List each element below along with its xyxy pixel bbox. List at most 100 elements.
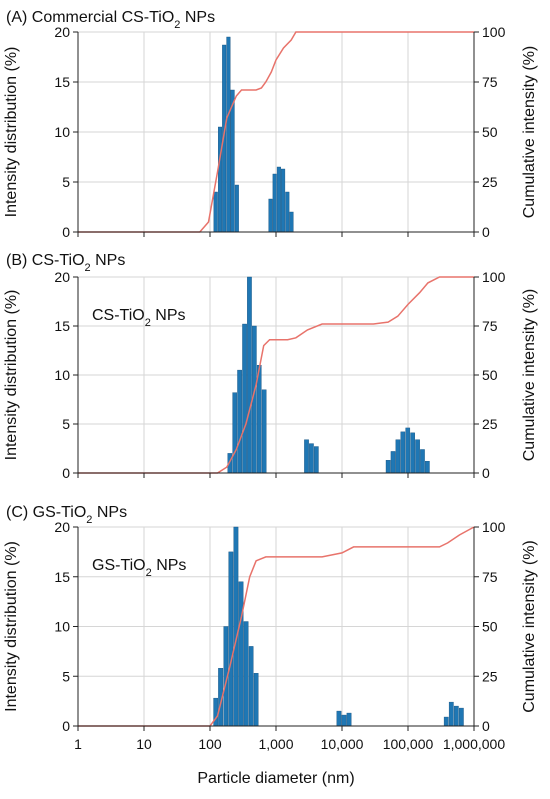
bar bbox=[400, 431, 406, 474]
y2-tick-label: 75 bbox=[482, 74, 498, 90]
bar bbox=[238, 581, 244, 727]
bar bbox=[314, 446, 319, 474]
bar bbox=[385, 460, 391, 474]
y2-tick-label: 50 bbox=[482, 619, 498, 635]
bar bbox=[346, 712, 352, 727]
y-axis-title: Intensity distribution (%) bbox=[3, 47, 20, 218]
x-tick-label: 10 bbox=[136, 736, 152, 752]
y2-tick-label: 100 bbox=[482, 269, 506, 285]
y-tick-label: 0 bbox=[62, 465, 70, 481]
y2-tick-label: 50 bbox=[482, 124, 498, 140]
intensity-bars bbox=[213, 36, 294, 233]
y2-tick-label: 100 bbox=[482, 519, 506, 535]
cumulative-line bbox=[78, 276, 474, 474]
y-tick-label: 10 bbox=[54, 124, 70, 140]
y2-tick-label: 25 bbox=[482, 174, 498, 190]
bar bbox=[458, 707, 464, 727]
bar bbox=[233, 526, 239, 727]
bar bbox=[289, 211, 294, 233]
y-tick-label: 15 bbox=[54, 74, 70, 90]
bar bbox=[285, 191, 290, 233]
intensity-bars bbox=[213, 526, 464, 727]
bar bbox=[213, 697, 219, 727]
y2-tick-label: 50 bbox=[482, 367, 498, 383]
y-axis-title: Intensity distribution (%) bbox=[3, 541, 20, 712]
y2-tick-label: 25 bbox=[482, 668, 498, 684]
panel-title: (A) Commercial CS-TiO2 NPs bbox=[6, 9, 215, 31]
panel-inset-label: GS-TiO2 NPs bbox=[92, 557, 186, 579]
x-tick-label: 100,000 bbox=[383, 736, 434, 752]
cumulative-line bbox=[78, 526, 475, 727]
bar bbox=[261, 389, 267, 474]
bar bbox=[213, 191, 218, 233]
bar bbox=[237, 369, 242, 474]
bar bbox=[420, 449, 425, 474]
bar bbox=[395, 439, 401, 474]
y-tick-label: 0 bbox=[62, 718, 70, 734]
bar bbox=[256, 365, 262, 474]
y2-tick-label: 75 bbox=[482, 569, 498, 585]
panel-inset-label: CS-TiO2 NPs bbox=[92, 307, 186, 329]
y-tick-label: 15 bbox=[54, 318, 70, 334]
bar bbox=[234, 184, 239, 233]
y2-tick-label: 100 bbox=[482, 24, 506, 40]
x-tick-label: 1,000,000 bbox=[443, 736, 505, 752]
cumulative-line bbox=[78, 31, 474, 233]
y-tick-label: 5 bbox=[62, 416, 70, 432]
x-tick-label: 1 bbox=[74, 736, 82, 752]
bar bbox=[228, 551, 234, 727]
bar bbox=[336, 710, 342, 727]
panel-3: 0 5 10 15 20 0 25 50 75 100 Intensity distribution… bbox=[3, 504, 538, 734]
bar bbox=[453, 705, 459, 727]
bar bbox=[309, 443, 314, 474]
y2-axis-title: Cumulative intensity (%) bbox=[521, 540, 538, 713]
bar bbox=[443, 716, 449, 727]
y2-tick-label: 25 bbox=[482, 416, 498, 432]
bar bbox=[448, 701, 454, 727]
bar bbox=[281, 168, 286, 233]
x-tick-label: 1,000 bbox=[258, 736, 293, 752]
y-tick-label: 10 bbox=[54, 619, 70, 635]
x-axis-title: Particle diameter (nm) bbox=[197, 770, 354, 787]
bar bbox=[253, 673, 259, 727]
panel-1: 0 5 10 15 20 0 25 50 75 100 Intensity distribution… bbox=[3, 9, 538, 240]
panel-2: 0 5 10 15 20 0 25 50 75 100 Intensity distribution… bbox=[3, 252, 538, 481]
y2-tick-label: 0 bbox=[482, 718, 490, 734]
bar bbox=[425, 461, 430, 474]
y2-axis-title: Cumulative intensity (%) bbox=[521, 289, 538, 462]
y-tick-label: 20 bbox=[54, 269, 70, 285]
y-tick-label: 15 bbox=[54, 569, 70, 585]
x-tick-labels: 1 10 100 1,000 10,000 100,000 1,000,000 bbox=[74, 736, 505, 752]
y2-tick-label: 0 bbox=[482, 224, 490, 240]
bar bbox=[304, 439, 309, 474]
bar bbox=[272, 173, 277, 233]
y-tick-label: 0 bbox=[62, 224, 70, 240]
x-tick-label: 10,000 bbox=[321, 736, 364, 752]
bar bbox=[243, 621, 249, 727]
bar bbox=[405, 427, 411, 474]
bar bbox=[415, 439, 420, 474]
bar bbox=[410, 432, 415, 474]
y2-tick-label: 75 bbox=[482, 318, 498, 334]
bar bbox=[268, 198, 273, 233]
y-tick-label: 20 bbox=[54, 24, 70, 40]
bar bbox=[226, 36, 231, 233]
intensity-bars bbox=[227, 276, 430, 474]
y-tick-label: 5 bbox=[62, 174, 70, 190]
x-tick-label: 100 bbox=[198, 736, 222, 752]
y-tick-label: 5 bbox=[62, 668, 70, 684]
bar bbox=[341, 714, 347, 727]
bar bbox=[276, 166, 281, 233]
panel-title: (B) CS-TiO2 NPs bbox=[6, 252, 125, 274]
panel-title: (C) GS-TiO2 NPs bbox=[6, 504, 127, 526]
bar bbox=[248, 646, 254, 727]
bar bbox=[247, 276, 252, 474]
bar bbox=[230, 89, 235, 233]
bar bbox=[242, 323, 247, 474]
y-axis-title: Intensity distribution (%) bbox=[3, 290, 20, 461]
y-tick-label: 10 bbox=[54, 367, 70, 383]
bar bbox=[390, 451, 396, 474]
bar bbox=[232, 392, 238, 474]
bar bbox=[218, 126, 223, 233]
